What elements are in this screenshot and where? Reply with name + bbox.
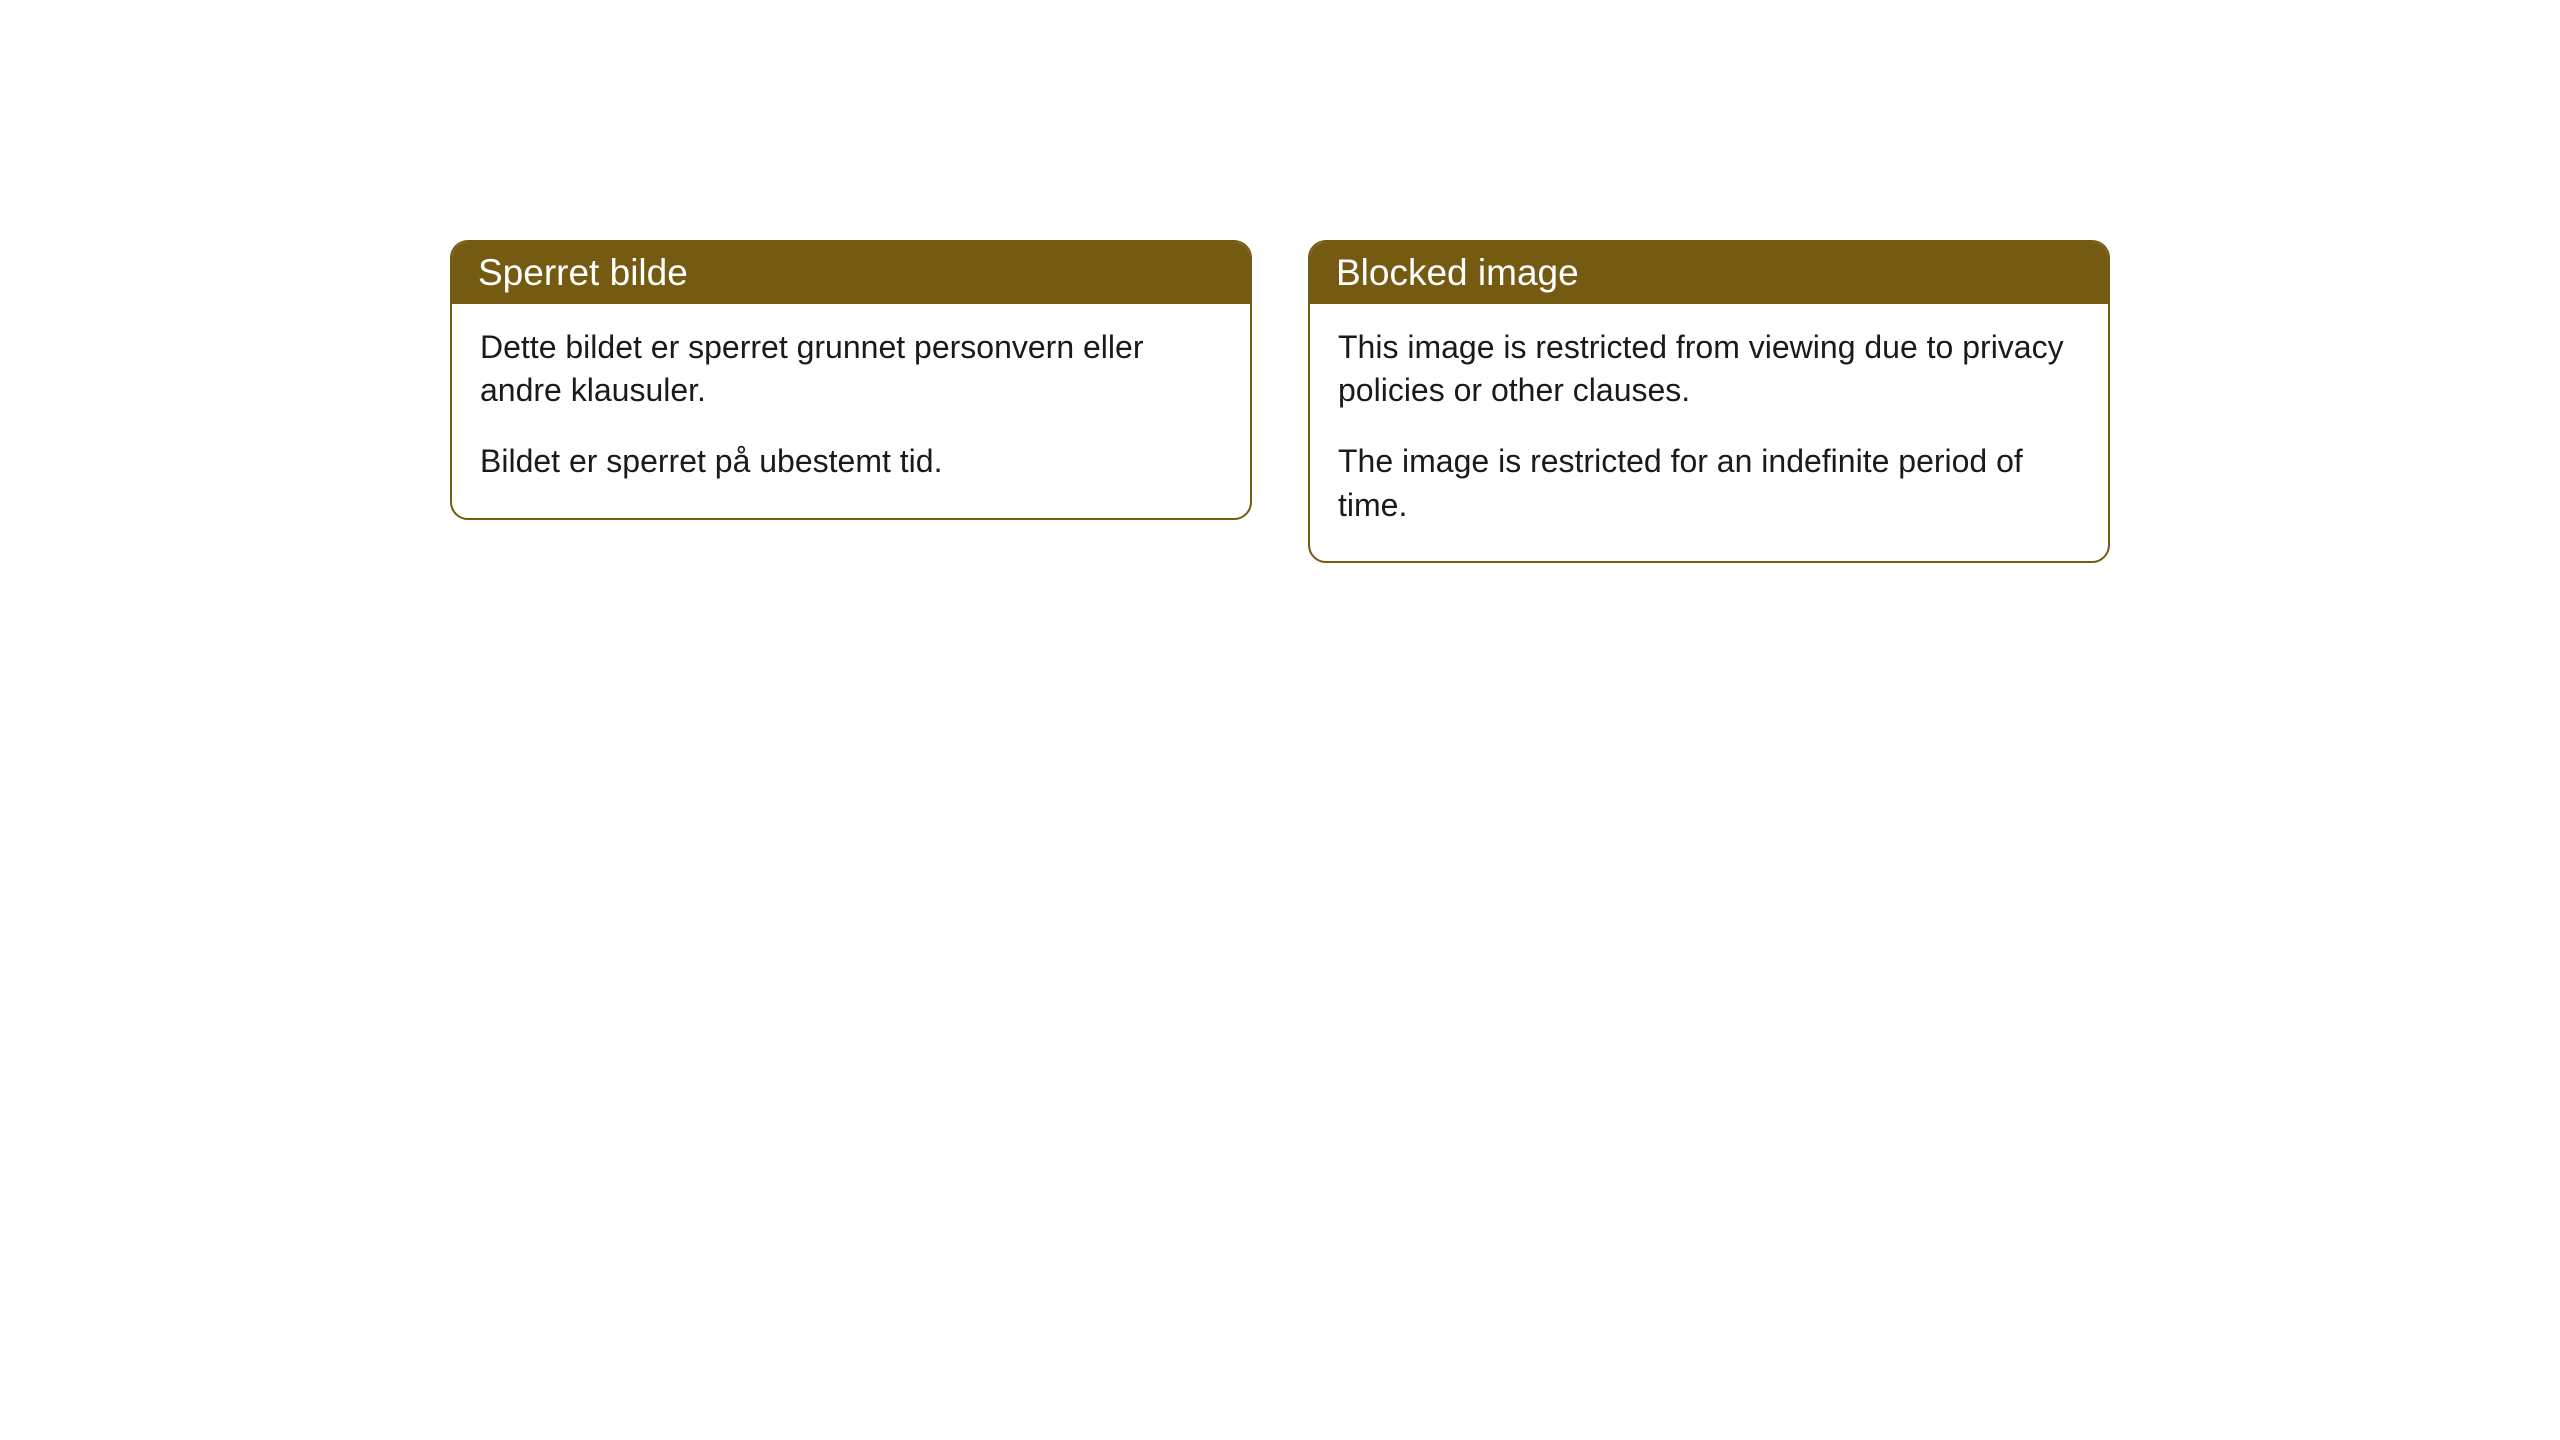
card-title: Blocked image bbox=[1336, 252, 1579, 293]
card-paragraph: This image is restricted from viewing du… bbox=[1338, 326, 2080, 412]
card-body: Dette bildet er sperret grunnet personve… bbox=[452, 304, 1250, 518]
card-english: Blocked image This image is restricted f… bbox=[1308, 240, 2110, 563]
card-body: This image is restricted from viewing du… bbox=[1310, 304, 2108, 561]
card-title: Sperret bilde bbox=[478, 252, 688, 293]
card-paragraph: Bildet er sperret på ubestemt tid. bbox=[480, 440, 1222, 483]
card-paragraph: Dette bildet er sperret grunnet personve… bbox=[480, 326, 1222, 412]
card-paragraph: The image is restricted for an indefinit… bbox=[1338, 440, 2080, 526]
cards-container: Sperret bilde Dette bildet er sperret gr… bbox=[450, 240, 2110, 1440]
card-header: Sperret bilde bbox=[452, 242, 1250, 304]
card-norwegian: Sperret bilde Dette bildet er sperret gr… bbox=[450, 240, 1252, 520]
card-header: Blocked image bbox=[1310, 242, 2108, 304]
